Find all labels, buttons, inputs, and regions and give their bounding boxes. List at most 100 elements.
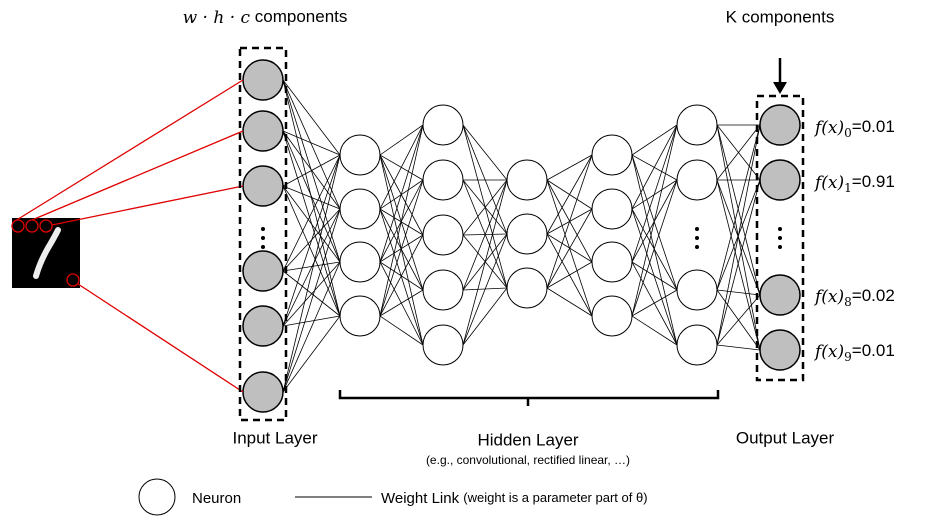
weight-link xyxy=(282,154,341,393)
neuron xyxy=(506,267,548,309)
value: =0.01 xyxy=(852,341,895,360)
weight-link xyxy=(379,208,424,291)
legend-link: Weight Link (weight is a parameter part … xyxy=(381,490,648,507)
neuron xyxy=(242,305,284,347)
neuron xyxy=(339,134,381,176)
neuron xyxy=(759,274,801,316)
neuron xyxy=(339,295,381,337)
neuron xyxy=(242,250,284,292)
neuron xyxy=(242,371,284,413)
weight-link xyxy=(631,261,678,346)
weight-link xyxy=(631,208,678,346)
weight-link xyxy=(462,179,508,346)
weight-link xyxy=(282,154,341,272)
neuron xyxy=(422,214,464,256)
neuron xyxy=(242,165,284,207)
weight-link xyxy=(546,154,593,235)
weight-link xyxy=(282,79,341,156)
weight-link xyxy=(379,124,424,317)
weight-link xyxy=(282,208,341,327)
weight-link xyxy=(462,179,508,236)
ellipsis-dot xyxy=(778,245,782,249)
ellipsis-dot xyxy=(778,236,782,240)
neuron xyxy=(591,188,633,230)
weight-link xyxy=(282,79,341,210)
neuron xyxy=(506,159,548,201)
ellipsis-dot xyxy=(778,227,782,231)
neuron xyxy=(759,329,801,371)
weight-link xyxy=(716,124,761,291)
weight-link xyxy=(631,124,678,210)
ellipsis-dot xyxy=(695,236,699,240)
function: f(x) xyxy=(813,342,844,362)
weight-link xyxy=(379,154,424,291)
value: =0.02 xyxy=(852,286,895,305)
output-layer-label: Output Layer xyxy=(736,428,835,447)
weight-link xyxy=(631,289,678,317)
links xyxy=(282,79,761,393)
weight-link xyxy=(546,287,593,317)
neuron xyxy=(422,324,464,366)
neuron xyxy=(339,241,381,283)
weight-link xyxy=(282,79,341,317)
output-box xyxy=(755,94,805,382)
weight-link xyxy=(282,315,341,327)
weight-link xyxy=(462,124,508,235)
weight-link xyxy=(282,315,341,393)
weight-link xyxy=(716,124,761,346)
hidden-bracket xyxy=(338,390,720,406)
weight-link xyxy=(462,124,508,181)
weight-link xyxy=(282,79,341,263)
weight-link xyxy=(546,261,593,289)
digit-stroke xyxy=(33,227,61,279)
value: =0.91 xyxy=(852,172,895,191)
weight-link xyxy=(282,261,341,393)
weight-link xyxy=(379,154,424,236)
weight-link xyxy=(282,185,341,210)
weight-link xyxy=(282,208,341,393)
weight-link xyxy=(631,124,678,263)
legend-neuron: Neuron xyxy=(192,490,241,507)
function: f(x) xyxy=(813,287,844,307)
neuron xyxy=(676,159,718,201)
weight-link xyxy=(716,179,761,346)
neuron xyxy=(339,188,381,230)
ellipsis-dot xyxy=(261,236,265,240)
weight-link xyxy=(546,154,593,289)
input-count-label: w · h · c components xyxy=(183,7,348,27)
weight-link xyxy=(716,294,761,346)
weight-link xyxy=(716,344,761,351)
weight-link xyxy=(379,179,424,317)
hidden-layer-label: Hidden Layer xyxy=(477,430,578,449)
weight-link xyxy=(462,179,508,291)
weight-link xyxy=(716,124,761,296)
index: 0 xyxy=(844,126,852,140)
output-probability: f(x)9=0.01 xyxy=(813,341,895,363)
index: 9 xyxy=(844,350,852,364)
input-layer-label: Input Layer xyxy=(232,428,317,447)
neuron xyxy=(242,59,284,101)
pixel-markers xyxy=(11,79,244,393)
neuron xyxy=(422,104,464,146)
weight-link xyxy=(631,261,678,291)
weight-link xyxy=(282,154,341,327)
index: 8 xyxy=(844,295,852,309)
weight-link xyxy=(379,234,424,317)
weight-link xyxy=(379,124,424,210)
weight-link xyxy=(631,208,678,291)
weight-link xyxy=(379,261,424,346)
weight-link xyxy=(631,179,678,317)
input-box xyxy=(238,46,288,422)
ellipsis-dot xyxy=(695,227,699,231)
ellipsis-dot xyxy=(261,245,265,249)
legend-neuron-icon xyxy=(138,478,176,516)
neuron xyxy=(506,213,548,255)
ellipsis-dot xyxy=(695,245,699,249)
nodes xyxy=(242,59,801,413)
weight-link xyxy=(716,124,761,181)
weight-link xyxy=(282,261,341,327)
weight-link xyxy=(282,185,341,263)
weight-link xyxy=(716,179,761,351)
weight-link xyxy=(282,130,341,263)
